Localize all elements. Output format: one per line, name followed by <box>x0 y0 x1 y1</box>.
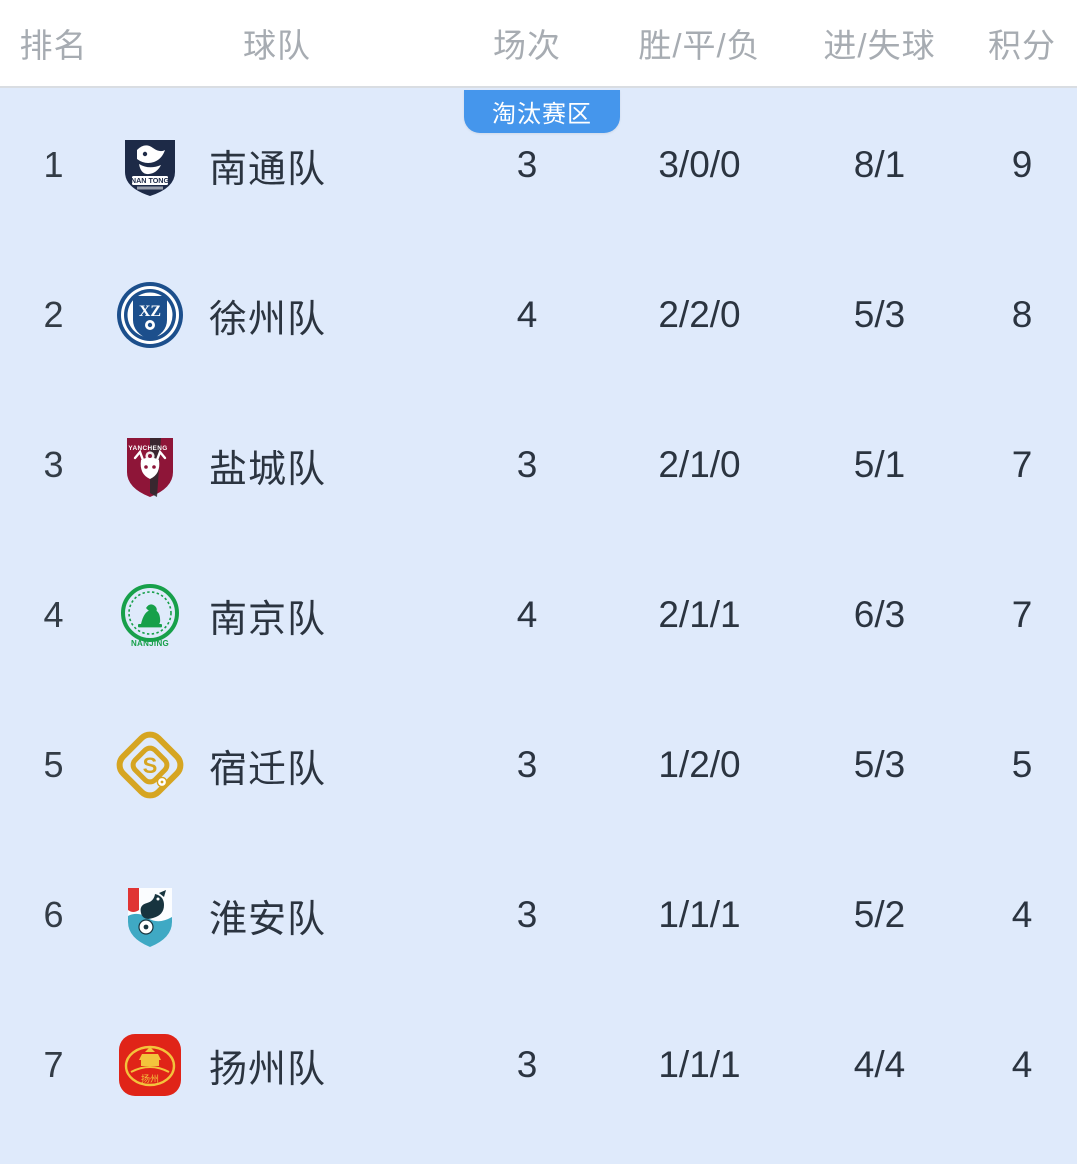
cell-wdl: 1/1/1 <box>658 1044 741 1085</box>
column-header-team[interactable]: 球队 <box>243 27 311 64</box>
xuzhou-crest-icon: XZ <box>115 280 185 350</box>
yancheng-crest-icon: YANCHENG <box>115 430 185 500</box>
cell-goals: 5/1 <box>853 444 906 485</box>
cell-played: 3 <box>516 444 538 485</box>
huaian-crest-icon <box>115 880 185 950</box>
cell-team[interactable]: NANJING 南京队 <box>107 580 447 650</box>
svg-text:扬州: 扬州 <box>141 1073 159 1084</box>
column-header-wdl[interactable]: 胜/平/负 <box>638 27 761 64</box>
team-name-label: 南通队 <box>209 148 327 191</box>
cell-rank: 3 <box>43 444 64 485</box>
svg-text:NANJING: NANJING <box>131 639 169 648</box>
table-row[interactable]: 3 YANCHENG 盐城队 3 2/1/0 5/1 7 <box>0 390 1077 540</box>
cell-team[interactable]: XZ 徐州队 <box>107 280 447 350</box>
table-row[interactable]: 6 淮安队 3 1/1/1 5/2 4 <box>0 840 1077 990</box>
yangzhou-crest-icon: 扬州 <box>115 1030 185 1100</box>
cell-goals: 5/3 <box>853 744 906 785</box>
team-name-label: 盐城队 <box>209 448 327 491</box>
table-row[interactable]: 2 XZ 徐州队 4 2/2/0 5/3 8 <box>0 240 1077 390</box>
nanjing-crest-icon: NANJING <box>115 580 185 650</box>
team-name-label: 南京队 <box>209 598 327 641</box>
cell-rank: 5 <box>43 744 64 785</box>
cell-played: 3 <box>516 144 538 185</box>
cell-rank: 4 <box>43 594 64 635</box>
svg-text:S: S <box>143 753 158 778</box>
cell-goals: 6/3 <box>853 594 906 635</box>
cell-wdl: 2/1/1 <box>658 594 741 635</box>
cell-points: 9 <box>1011 144 1033 185</box>
cell-team[interactable]: S 宿迁队 <box>107 730 447 800</box>
team-name-label: 淮安队 <box>209 898 327 941</box>
cell-wdl: 2/1/0 <box>658 444 741 485</box>
cell-goals: 4/4 <box>853 1044 906 1085</box>
svg-text:XZ: XZ <box>139 303 161 320</box>
cell-team[interactable]: NAN TONG 南通队 <box>107 130 447 200</box>
cell-wdl: 2/2/0 <box>658 294 741 335</box>
column-header-points[interactable]: 积分 <box>988 27 1056 64</box>
cell-rank: 6 <box>43 894 64 935</box>
cell-rank: 2 <box>43 294 64 335</box>
cell-wdl: 3/0/0 <box>658 144 741 185</box>
cell-wdl: 1/1/1 <box>658 894 741 935</box>
table-row[interactable]: 4 NANJING 南京队 4 2/1/1 6/3 7 <box>0 540 1077 690</box>
cell-goals: 8/1 <box>853 144 906 185</box>
cell-points: 5 <box>1011 744 1033 785</box>
cell-team[interactable]: 扬州 扬州队 <box>107 1030 447 1100</box>
cell-points: 4 <box>1011 894 1033 935</box>
cell-team[interactable]: 淮安队 <box>107 880 447 950</box>
column-header-played[interactable]: 场次 <box>493 27 561 64</box>
suqian-crest-icon: S <box>115 730 185 800</box>
table-row[interactable]: 7 扬州 扬州队 3 1/1/1 4/4 4 <box>0 990 1077 1140</box>
cell-points: 7 <box>1011 444 1033 485</box>
cell-points: 7 <box>1011 594 1033 635</box>
knockout-zone-badge: 淘汰赛区 <box>464 90 620 133</box>
team-name-label: 宿迁队 <box>209 748 327 791</box>
cell-goals: 5/3 <box>853 294 906 335</box>
cell-wdl: 1/2/0 <box>658 744 741 785</box>
standings-rows: 1 NAN TONG 南通队 3 3/0/0 8/1 9 2 XZ 徐州队 4 2/2/0 5/3 8 3 Y… <box>0 90 1077 1140</box>
cell-played: 3 <box>516 894 538 935</box>
table-row[interactable]: 5 S 宿迁队 3 1/2/0 5/3 5 <box>0 690 1077 840</box>
cell-played: 3 <box>516 1044 538 1085</box>
team-name-label: 扬州队 <box>209 1048 327 1091</box>
cell-rank: 7 <box>43 1044 64 1085</box>
cell-goals: 5/2 <box>853 894 906 935</box>
nantong-crest-icon: NAN TONG <box>115 130 185 200</box>
cell-points: 4 <box>1011 1044 1033 1085</box>
cell-played: 4 <box>516 294 538 335</box>
cell-team[interactable]: YANCHENG 盐城队 <box>107 430 447 500</box>
column-header-goals[interactable]: 进/失球 <box>823 27 936 64</box>
cell-rank: 1 <box>43 144 64 185</box>
svg-text:NAN TONG: NAN TONG <box>131 176 170 185</box>
team-name-label: 徐州队 <box>209 298 327 341</box>
column-header-rank[interactable]: 排名 <box>19 27 88 64</box>
cell-points: 8 <box>1011 294 1033 335</box>
table-row[interactable]: 1 NAN TONG 南通队 3 3/0/0 8/1 9 <box>0 90 1077 240</box>
cell-played: 3 <box>516 744 538 785</box>
svg-text:YANCHENG: YANCHENG <box>128 445 167 452</box>
cell-played: 4 <box>516 594 538 635</box>
table-header: 排名 球队 场次 胜/平/负 进/失球 积分 <box>0 0 1077 88</box>
